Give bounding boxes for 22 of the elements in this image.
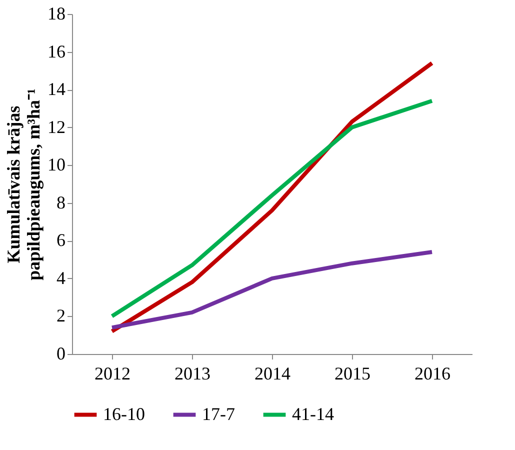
x-tick-label: 2012 <box>94 364 130 384</box>
x-tick-label: 2016 <box>414 364 450 384</box>
legend-label: 41-14 <box>292 404 334 424</box>
x-tick-label: 2015 <box>334 364 370 384</box>
legend-label: 17-7 <box>202 404 235 424</box>
y-tick-label: 12 <box>48 116 66 137</box>
line-series <box>110 250 434 330</box>
legend-label: 16-10 <box>103 404 145 424</box>
y-tick-label: 6 <box>56 230 66 250</box>
y-tick-label: 14 <box>48 79 66 100</box>
y-tick-label: 2 <box>56 306 66 326</box>
y-tick-label: 0 <box>56 344 66 364</box>
x-tick-label: 2013 <box>174 364 210 384</box>
y-tick-label: 8 <box>56 192 66 212</box>
line-series <box>110 61 434 334</box>
x-tick-label: 2014 <box>254 364 290 384</box>
y-tick-label: 10 <box>48 154 66 175</box>
y-tick-label: 4 <box>56 268 66 288</box>
line-series <box>110 98 434 318</box>
y-tick-label: 16 <box>48 41 66 62</box>
y-axis-title: Kumulatīvais krājas papildpieaugums, m³ha⁻¹ <box>4 88 44 280</box>
y-tick-label: 18 <box>48 4 66 24</box>
